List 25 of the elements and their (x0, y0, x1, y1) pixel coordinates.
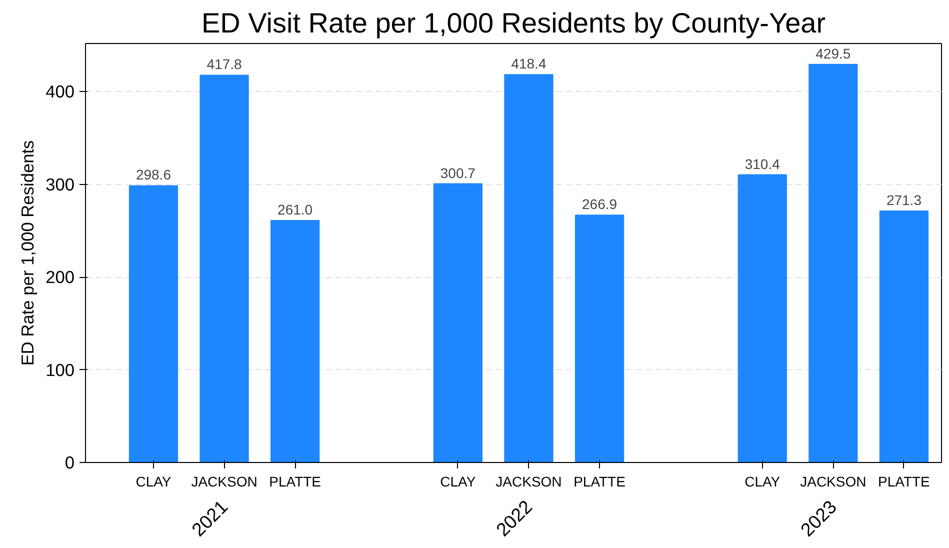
x-tick-label: PLATTE (878, 474, 930, 490)
y-axis-title: ED Rate per 1,000 Residents (18, 140, 38, 366)
data-label: 418.4 (511, 56, 546, 72)
x-tick-label: CLAY (440, 474, 476, 490)
y-tick-label: 100 (46, 360, 75, 380)
data-label: 266.9 (582, 196, 618, 212)
x-tick-label: JACKSON (191, 474, 258, 490)
data-label: 429.5 (816, 45, 851, 62)
y-tick-label: 200 (46, 267, 75, 288)
x-tick-label: JACKSON (800, 474, 866, 490)
y-tick-label: 300 (46, 174, 75, 194)
x-tick-label: CLAY (744, 474, 781, 490)
x-tick-label: CLAY (136, 474, 172, 490)
data-label: 271.3 (886, 192, 922, 208)
data-label: 310.4 (744, 156, 780, 172)
x-tick-label: JACKSON (496, 474, 562, 490)
x-tick-label: PLATTE (574, 474, 626, 490)
data-label: 261.0 (278, 202, 313, 218)
data-label: 417.8 (206, 56, 242, 72)
y-tick-label: 0 (64, 452, 75, 472)
x-tick-label: PLATTE (269, 474, 322, 490)
data-label: 300.7 (440, 164, 476, 181)
y-tick-label: 400 (46, 82, 75, 102)
data-label: 298.6 (136, 166, 172, 183)
chart-title: ED Visit Rate per 1,000 Residents by County-Year (201, 8, 826, 38)
